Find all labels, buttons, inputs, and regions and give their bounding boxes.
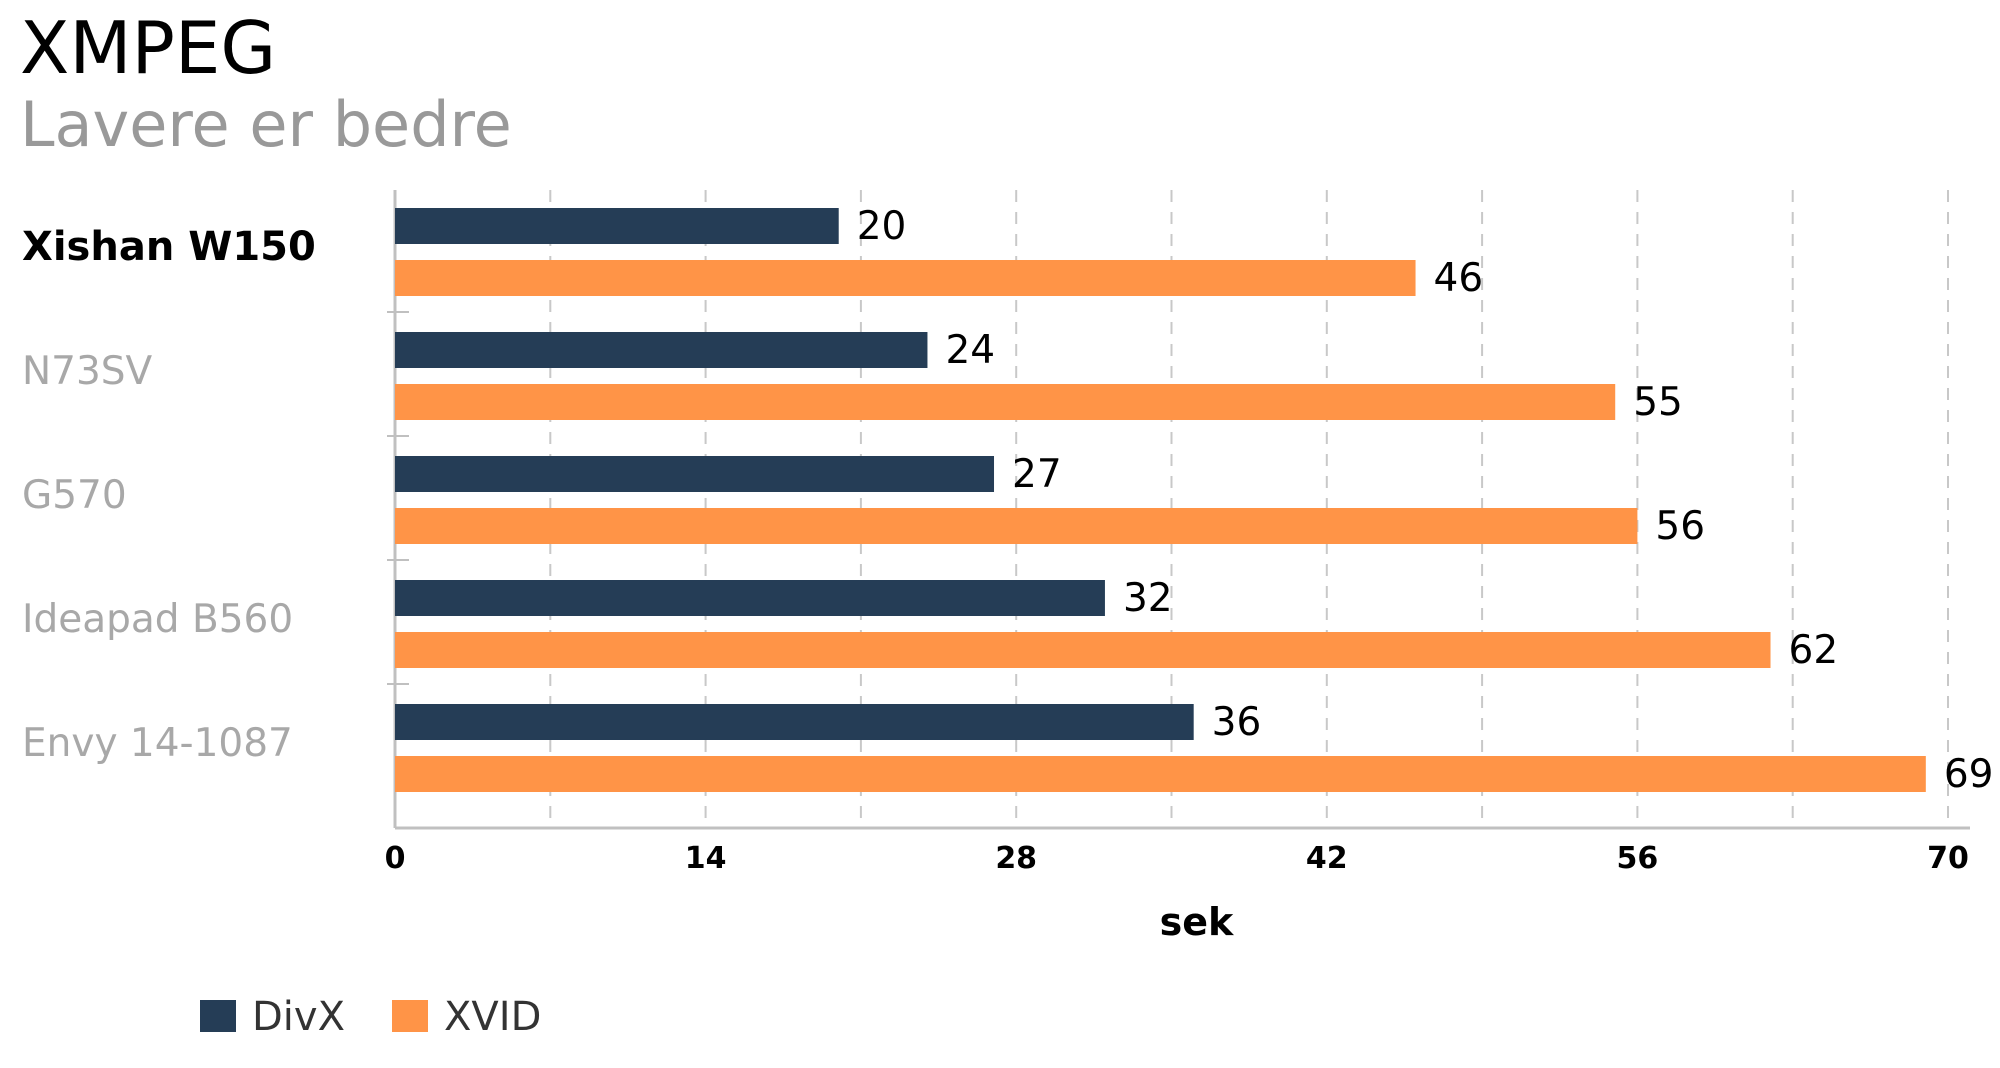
data-label: 24 [945, 328, 995, 373]
bar [395, 332, 928, 368]
data-label: 36 [1212, 700, 1262, 745]
legend-label: DivX [252, 994, 345, 1040]
x-tick-label: 28 [995, 841, 1037, 876]
chart-subtitle: Lavere er bedre [20, 88, 512, 161]
category-label: N73SV [22, 349, 153, 394]
data-label: 69 [1944, 752, 1994, 797]
data-label: 27 [1012, 452, 1062, 497]
x-tick-label: 70 [1927, 841, 1969, 876]
x-tick-label: 0 [385, 841, 406, 876]
legend-swatch [200, 1000, 236, 1032]
category-label: G570 [22, 473, 127, 518]
x-tick-label: 56 [1617, 841, 1659, 876]
legend-swatch [392, 1000, 428, 1032]
data-label: 56 [1655, 504, 1705, 549]
bar [395, 208, 839, 244]
bar-layer [395, 208, 1926, 792]
category-label: Xishan W150 [22, 224, 316, 270]
bar [395, 756, 1926, 792]
legend: DivX XVID [200, 994, 541, 1040]
x-tick-label: 14 [685, 841, 727, 876]
bar [395, 384, 1616, 420]
category-label: Ideapad B560 [22, 597, 293, 642]
data-label: 20 [857, 204, 907, 249]
bar [395, 704, 1194, 740]
bar [395, 260, 1416, 296]
bar [395, 456, 995, 492]
bar [395, 580, 1105, 616]
bar [395, 508, 1638, 544]
x-axis-title: sek [1160, 900, 1234, 944]
data-label: 46 [1434, 256, 1484, 301]
x-tick-label: 42 [1306, 841, 1348, 876]
data-label: 32 [1123, 576, 1173, 621]
axis-layer: 0 14 28 42 56 70 sek [385, 190, 1970, 944]
label-layer: Xishan W150 N73SV G570 Ideapad B560 Envy 14-… [22, 204, 1993, 797]
data-label: 55 [1633, 380, 1683, 425]
legend-label: XVID [444, 994, 541, 1040]
bar [395, 632, 1771, 668]
category-label: Envy 14-1087 [22, 721, 293, 766]
data-label: 62 [1789, 628, 1839, 673]
chart-title: XMPEG [20, 6, 277, 90]
